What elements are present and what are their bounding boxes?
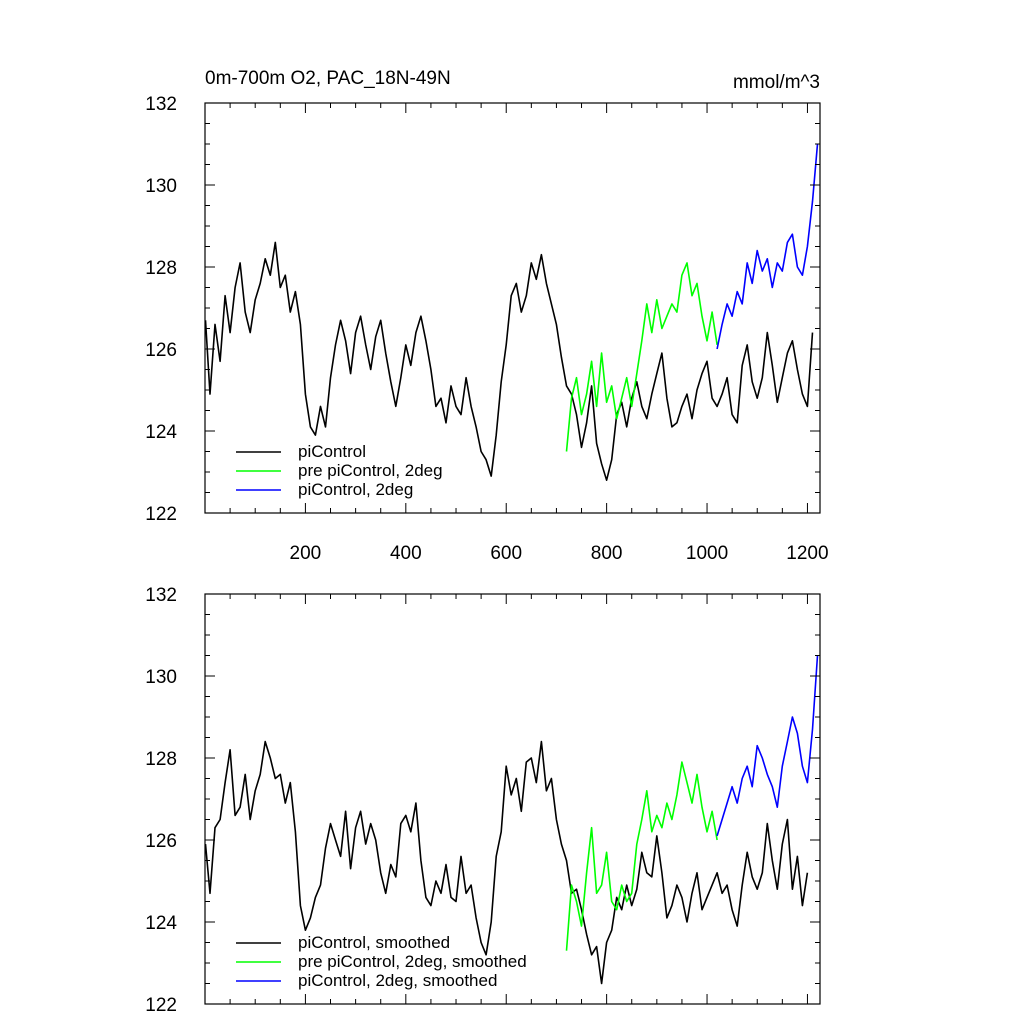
top-panel-legend-label: piControl [298,442,366,461]
bottom-panel-series-line-1 [204,740,809,985]
top-panel-legend-label: pre piControl, 2deg [298,461,443,480]
top-panel-x-tick-labels: 200 400 600 800 1000 1200 [290,543,829,564]
top-panel-ticks [205,102,820,514]
bottom-panel-legend-label: pre piControl, 2deg, smoothed [298,952,527,971]
bottom-panel-legend-label: piControl, 2deg, smoothed [298,971,497,990]
top-panel-y-tick-label: 124 [145,422,177,443]
bottom-panel: 122 124 126 128 130 132 piControl, smoothedpr… [145,585,821,1016]
bottom-panel-y-tick-label: 130 [145,667,177,688]
bottom-panel-ticks [205,593,820,1005]
top-panel-series-line-3 [716,143,819,350]
bottom-panel-y-tick-label: 122 [145,995,177,1016]
bottom-panel-y-tick-label: 124 [145,913,177,934]
top-panel: 0m-700m O2, PAC_18N-49N mmol/m^3 1221241… [145,68,828,564]
top-panel-y-tick-label: 128 [145,258,177,279]
top-panel-legend-label: piControl, 2deg [298,480,413,499]
top-panel-x-tick-label: 400 [390,543,422,564]
top-panel-x-tick-label: 800 [591,543,623,564]
top-panel-x-tick-label: 600 [490,543,522,564]
bottom-panel-y-tick-label: 132 [145,585,177,606]
top-panel-y-tick-label: 126 [145,340,177,361]
bottom-panel-y-tick-label: 126 [145,831,177,852]
top-panel-x-tick-label: 200 [290,543,322,564]
bottom-panel-series-line-3 [716,655,819,837]
top-panel-y-tick-label: 132 [145,94,177,115]
bottom-panel-y-tick-label: 128 [145,749,177,770]
top-panel-x-tick-label: 1000 [686,543,728,564]
bottom-panel-y-tick-labels: 122 124 126 128 130 132 [145,585,177,1016]
bottom-panel-series-line-2 [565,761,718,951]
top-panel-y-tick-label: 122 [145,504,177,525]
top-panel-series-lines [204,143,819,482]
top-panel-series-line-2 [565,262,718,452]
bottom-panel-series-lines [204,655,819,985]
top-panel-title: 0m-700m O2, PAC_18N-49N [205,68,451,89]
top-panel-x-tick-label: 1200 [786,543,828,564]
top-panel-y-tick-labels: 122 124 126 128 130 132 [145,94,177,525]
top-panel-units-label: mmol/m^3 [733,72,820,93]
top-panel-series-line-1 [204,241,814,482]
bottom-panel-legend-label: piControl, smoothed [298,933,450,952]
top-panel-y-tick-label: 130 [145,176,177,197]
